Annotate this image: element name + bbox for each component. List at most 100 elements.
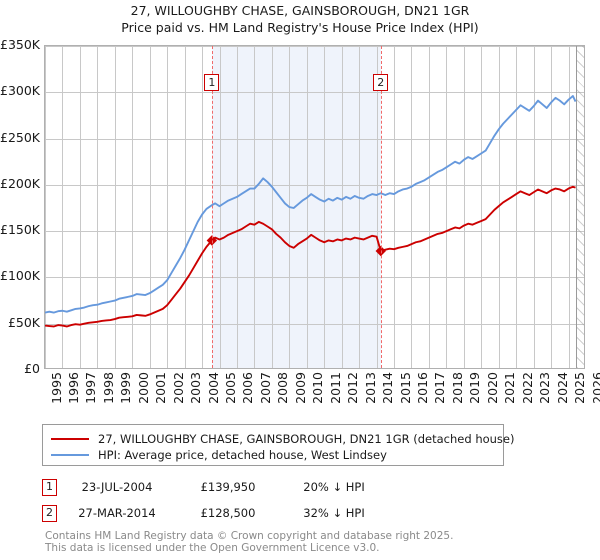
gridline-vertical [62, 46, 64, 368]
gridline-vertical [411, 46, 413, 368]
gridline-horizontal [45, 46, 584, 47]
gridline-vertical [324, 46, 326, 368]
gridline-vertical [202, 46, 204, 368]
x-axis-tick-label: 1999 [118, 372, 134, 404]
x-axis-tick-label: 2026 [589, 372, 600, 404]
table-row: 2 27-MAR-2014 £128,500 32% ↓ HPI [42, 500, 512, 526]
gridline-horizontal [45, 138, 584, 140]
gridline-vertical [428, 46, 430, 368]
gridline-vertical [132, 46, 134, 368]
transaction-marker-1: 1 [42, 478, 57, 496]
gridline-vertical [376, 46, 378, 368]
legend-item-property: 27, WILLOUGHBY CHASE, GAINSBOROUGH, DN21… [51, 431, 515, 446]
event-number-badge: 1 [204, 74, 220, 91]
gridline-vertical [184, 46, 186, 368]
x-axis-tick-label: 2025 [572, 372, 588, 404]
x-axis-tick-label: 2005 [223, 372, 239, 404]
series-line [45, 95, 577, 314]
transaction-price-1: £139,950 [200, 480, 256, 494]
gridline-vertical [219, 46, 221, 368]
x-axis-tick-label: 2017 [432, 372, 448, 404]
gridline-vertical [446, 46, 448, 368]
gridline-horizontal [45, 231, 584, 233]
gridline-vertical [271, 46, 273, 368]
gridline-horizontal [45, 277, 584, 279]
y-axis-tick-label: £150K [0, 222, 41, 238]
x-axis-tick-label: 2024 [554, 372, 570, 404]
event-number-badge: 2 [373, 74, 389, 91]
gridline-vertical [254, 46, 256, 368]
x-axis-tick-label: 2003 [188, 372, 204, 404]
x-axis-tick-label: 1998 [100, 372, 116, 404]
x-axis-tick-label: 2004 [205, 372, 221, 404]
x-axis-tick-label: 2013 [362, 372, 378, 404]
x-axis-tick-label: 2015 [397, 372, 413, 404]
transaction-date-2: 27-MAR-2014 [78, 506, 156, 520]
legend-label-property: 27, WILLOUGHBY CHASE, GAINSBOROUGH, DN21… [98, 431, 515, 446]
transaction-hpi-delta-1: 20% ↓ HPI [303, 480, 365, 494]
legend-swatch-hpi [51, 453, 89, 456]
chart-legend: 27, WILLOUGHBY CHASE, GAINSBOROUGH, DN21… [42, 424, 515, 466]
x-axis-tick-label: 2006 [240, 372, 256, 404]
x-axis-tick-label: 2020 [484, 372, 500, 404]
gridline-vertical [533, 46, 535, 368]
gridline-vertical [359, 46, 361, 368]
y-axis-tick-label: £100K [0, 268, 41, 284]
legend-label-hpi: HPI: Average price, detached house, West… [98, 447, 387, 462]
gridline-vertical [45, 46, 46, 368]
x-axis-tick-label: 1996 [65, 372, 81, 404]
x-axis-tick-label: 2022 [519, 372, 535, 404]
x-axis-tick-label: 2018 [449, 372, 465, 404]
gridline-vertical [551, 46, 553, 368]
gridline-vertical [394, 46, 396, 368]
gridline-vertical [149, 46, 151, 368]
x-axis-tick-label: 2011 [327, 372, 343, 404]
y-axis-labels: £0 £50K £100K £150K £200K £250K £300K £350K [0, 37, 600, 376]
y-axis-tick-label: £350K [0, 37, 41, 52]
transaction-hpi-delta-2: 32% ↓ HPI [303, 506, 365, 520]
legend-swatch-property [51, 437, 89, 440]
transactions-table: 1 23-JUL-2004 £139,950 20% ↓ HPI 2 27-MA… [42, 474, 512, 526]
chart-title-line1: 27, WILLOUGHBY CHASE, GAINSBOROUGH, DN21… [130, 3, 470, 18]
x-axis-tick-label: 2014 [380, 372, 396, 404]
x-axis-tick-label: 2019 [467, 372, 483, 404]
x-axis-tick-label: 1997 [83, 372, 99, 404]
y-axis-tick-label: £300K [0, 83, 41, 99]
chart-title-line2: Price paid vs. HM Land Registry's House … [121, 20, 479, 35]
copyright-footer: Contains HM Land Registry data © Crown c… [45, 530, 565, 554]
x-axis-tick-label: 2023 [537, 372, 553, 404]
no-data-hatched-region [575, 46, 584, 368]
legend-item-hpi: HPI: Average price, detached house, West… [51, 447, 495, 462]
y-axis-tick-label: £0 [24, 361, 40, 376]
gridline-vertical [306, 46, 308, 368]
footer-line-1: Contains HM Land Registry data © Crown c… [45, 530, 454, 542]
gridline-vertical [97, 46, 99, 368]
gridline-vertical [114, 46, 116, 368]
x-axis-tick-label: 2002 [170, 372, 186, 404]
gridline-vertical [516, 46, 518, 368]
x-axis-tick-label: 2009 [292, 372, 308, 404]
gridline-vertical [481, 46, 483, 368]
x-axis-tick-label: 2012 [345, 372, 361, 404]
gridline-vertical [236, 46, 238, 368]
gridline-vertical [341, 46, 343, 368]
gridline-vertical [167, 46, 169, 368]
y-axis-tick-label: £250K [0, 129, 41, 145]
gridline-vertical [463, 46, 465, 368]
x-axis-labels: 1995 1996 1997 1998 1999 2000 2001 2002 2003 2004… [44, 372, 600, 412]
x-axis-tick-label: 1995 [48, 372, 64, 404]
gridline-horizontal [45, 92, 584, 94]
event-dashed-line [211, 46, 213, 368]
transaction-price-2: £128,500 [200, 506, 256, 520]
series-line [45, 185, 576, 328]
gridline-horizontal [45, 323, 584, 325]
x-axis-tick-label: 2016 [414, 372, 430, 404]
x-axis-tick-label: 2010 [310, 372, 326, 404]
event-dashed-line [380, 46, 382, 368]
footer-line-2: This data is licensed under the Open Gov… [45, 542, 380, 554]
transaction-marker-2: 2 [42, 504, 57, 522]
gridline-vertical [79, 46, 81, 368]
x-axis-tick-label: 2001 [153, 372, 169, 404]
table-row: 1 23-JUL-2004 £139,950 20% ↓ HPI [42, 474, 512, 500]
